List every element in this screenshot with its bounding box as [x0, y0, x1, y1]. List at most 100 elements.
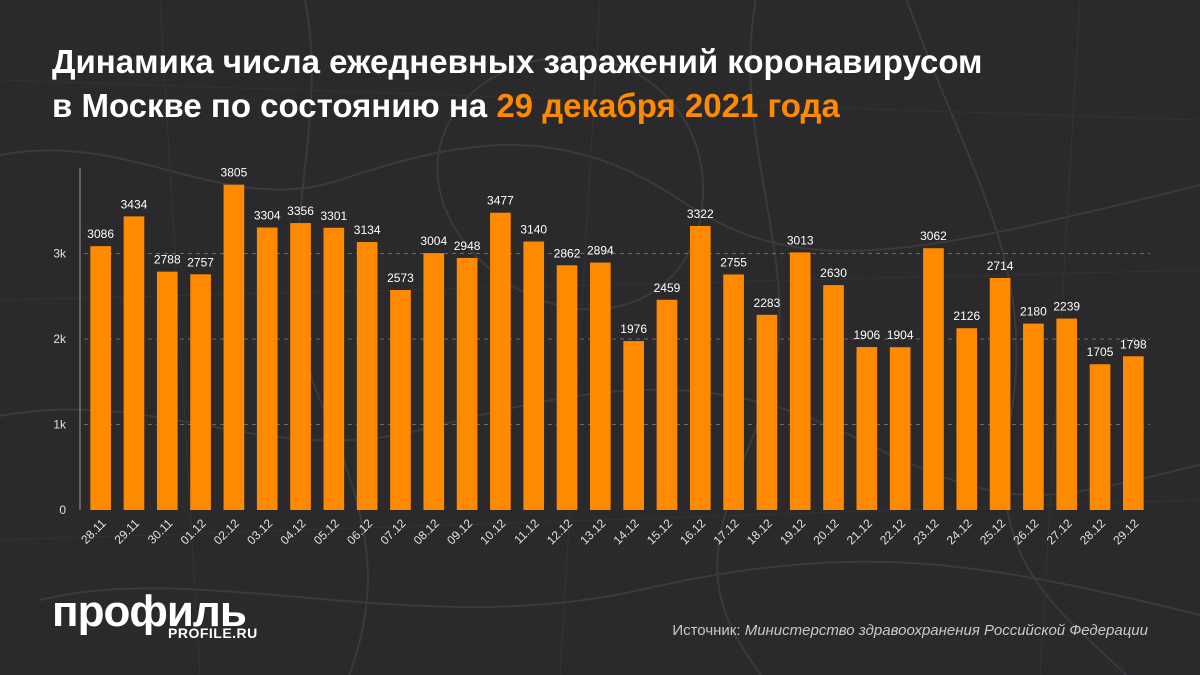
x-tick-label: 25.12 [977, 516, 1008, 547]
data-label: 2948 [454, 239, 481, 253]
data-label: 2239 [1053, 300, 1080, 314]
bar [323, 227, 345, 510]
x-tick-label: 12.12 [544, 516, 575, 547]
profil-logo: профиль [52, 587, 247, 636]
x-tick-label: 30.11 [145, 516, 176, 547]
x-tick-label: 08.12 [411, 516, 442, 547]
x-tick-label: 21.12 [844, 516, 875, 547]
bar [923, 248, 944, 510]
bar [90, 246, 111, 510]
x-tick-label: 01.12 [178, 516, 209, 547]
x-axis-ticks: 28.11 29.11 30.11 01.12 02.12 03.12 04.12 05.12… [78, 516, 1141, 547]
bar [789, 252, 811, 511]
x-tick-label: 05.12 [311, 516, 342, 547]
data-label: 2459 [654, 281, 681, 295]
x-tick-label: 03.12 [244, 516, 275, 547]
x-tick-label: 06.12 [344, 516, 375, 547]
bar [556, 265, 578, 510]
x-tick-label: 18.12 [744, 516, 775, 547]
bar [1089, 364, 1111, 510]
bar [456, 257, 478, 510]
data-label: 2862 [554, 246, 581, 260]
bar [956, 328, 978, 510]
data-label: 2755 [720, 255, 747, 269]
x-tick-label: 10.12 [477, 516, 508, 547]
data-label: 2126 [953, 309, 980, 323]
bar [490, 212, 511, 511]
y-axis-ticks: 0 1k 2k 3k [53, 247, 67, 518]
x-tick-label: 28.11 [78, 516, 109, 547]
data-label: 3434 [121, 197, 148, 211]
data-label: 2757 [187, 255, 214, 269]
x-tick-label: 26.12 [1010, 516, 1041, 547]
data-label: 3086 [87, 227, 114, 241]
x-tick-label: 14.12 [611, 516, 642, 547]
source-note: Источник: Министерство здравоохранения Р… [672, 622, 1148, 639]
x-tick-label: 28.12 [1077, 516, 1108, 547]
data-label: 3301 [320, 209, 347, 223]
data-label: 1976 [620, 322, 647, 336]
data-label: 3304 [254, 209, 281, 223]
data-label: 1904 [887, 328, 914, 342]
data-label: 3013 [787, 233, 814, 247]
bar [889, 347, 911, 510]
data-label: 3134 [354, 223, 381, 237]
bar [356, 242, 378, 510]
bar [256, 227, 278, 510]
data-label: 3356 [287, 204, 314, 218]
x-tick-label: 16.12 [677, 516, 708, 547]
title-line2-prefix: в Москве по состоянию на [52, 87, 497, 124]
source-prefix: Источник: [672, 622, 745, 639]
data-label: 3322 [687, 207, 714, 221]
data-label: 2714 [987, 259, 1014, 273]
x-tick-label: 15.12 [644, 516, 675, 547]
data-label: 3004 [420, 234, 447, 248]
bar [1123, 356, 1144, 510]
x-tick-label: 23.12 [910, 516, 941, 547]
bar [989, 277, 1011, 510]
source-name: Министерство здравоохранения Российской … [744, 622, 1148, 639]
bar [590, 262, 611, 510]
data-labels-group: 3086 3434 2788 2757 3805 3304 3356 3301 3134 2573… [87, 166, 1147, 360]
data-label: 2894 [587, 244, 614, 258]
bar [1023, 323, 1044, 510]
x-tick-label: 13.12 [577, 516, 608, 547]
data-label: 2180 [1020, 305, 1047, 319]
bar [756, 314, 778, 510]
chart-title: Динамика числа ежедневных заражений коро… [52, 40, 1162, 128]
title-line1: Динамика числа ежедневных заражений коро… [52, 43, 983, 80]
bars-group [90, 184, 1144, 511]
y-tick-label: 0 [59, 503, 66, 517]
bar [856, 347, 878, 510]
bar [156, 271, 178, 510]
bar [190, 274, 211, 510]
x-tick-label: 22.12 [877, 516, 908, 547]
bar [390, 290, 411, 510]
x-tick-label: 11.12 [511, 516, 542, 547]
data-label: 2788 [154, 253, 181, 267]
bar [656, 299, 678, 510]
bar [1056, 318, 1078, 510]
x-tick-label: 19.12 [777, 516, 808, 547]
x-tick-label: 29.11 [112, 516, 143, 547]
y-tick-label: 3k [53, 247, 67, 261]
bar [623, 341, 644, 510]
data-label: 2283 [754, 296, 781, 310]
x-tick-label: 17.12 [711, 516, 742, 547]
x-tick-label: 07.12 [377, 516, 408, 547]
x-tick-label: 20.12 [811, 516, 842, 547]
data-label: 2630 [820, 266, 847, 280]
y-tick-label: 2k [53, 332, 67, 346]
bar [423, 253, 445, 510]
data-label: 3805 [221, 166, 248, 180]
bar [823, 285, 844, 510]
profile-site-label: PROFILE.RU [168, 625, 258, 641]
x-tick-label: 09.12 [444, 516, 475, 547]
bar [290, 223, 311, 510]
data-label: 3062 [920, 229, 947, 243]
x-tick-label: 27.12 [1044, 516, 1075, 547]
data-label: 1705 [1087, 345, 1114, 359]
bar [223, 184, 245, 511]
bar [123, 216, 145, 510]
